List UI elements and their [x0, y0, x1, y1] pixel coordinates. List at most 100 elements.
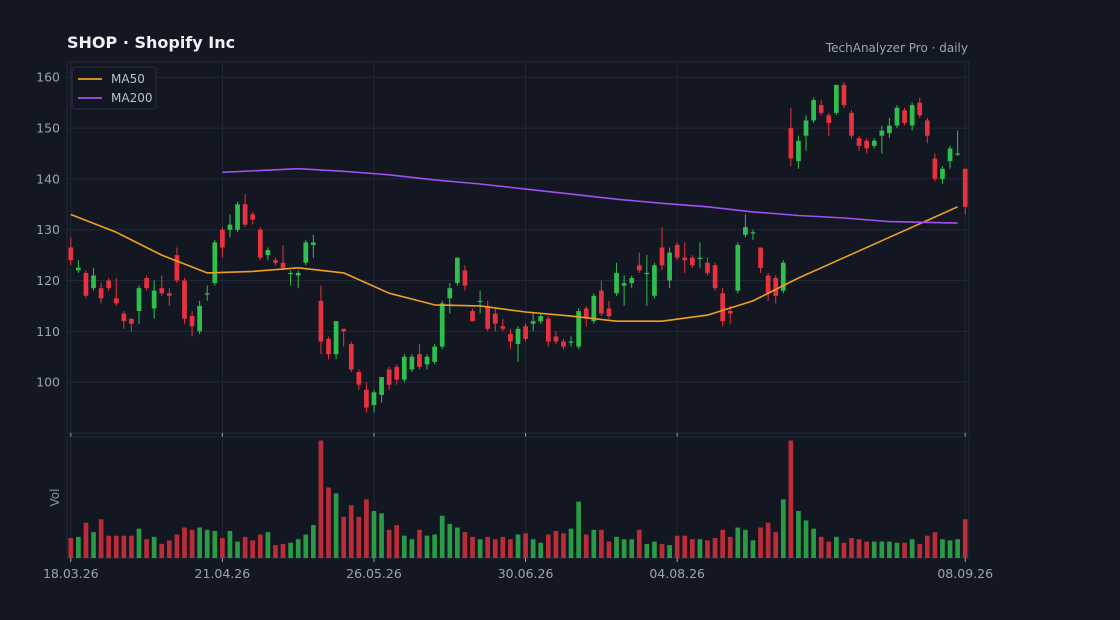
candle-body — [705, 262, 710, 273]
volume-bar — [295, 539, 301, 558]
volume-bar — [326, 487, 331, 558]
candle-body — [947, 148, 953, 162]
volume-bar — [477, 539, 483, 558]
candle-body — [273, 260, 278, 263]
volume-bar — [204, 529, 210, 558]
candle-body — [341, 328, 347, 332]
chart-source: TechAnalyzer Pro · daily — [825, 41, 968, 55]
candle-body — [553, 336, 559, 342]
volume-bar — [189, 529, 195, 558]
volume-bar — [545, 534, 551, 558]
volume-bar — [932, 532, 938, 558]
volume-bar — [811, 528, 816, 558]
price-tick-label: 110 — [36, 324, 60, 339]
candle-body — [477, 300, 483, 303]
candle-body — [303, 242, 309, 263]
volume-bar — [212, 530, 218, 558]
candle-body — [204, 293, 210, 295]
candle-body — [144, 277, 149, 289]
candle-body — [682, 257, 688, 261]
candle-body — [371, 392, 377, 406]
candle-body — [288, 272, 293, 275]
candle-body — [333, 321, 339, 355]
candle-body — [280, 262, 286, 268]
candle-body — [652, 265, 657, 296]
volume-bar — [401, 535, 407, 558]
candle-body — [318, 300, 324, 342]
volume-bar — [523, 533, 528, 558]
candle-body — [356, 372, 362, 385]
candle-body — [455, 257, 460, 284]
candle-body — [364, 389, 369, 408]
candle-body — [348, 344, 354, 370]
volume-bar — [250, 540, 256, 558]
candle-body — [508, 333, 513, 342]
candle-body — [568, 341, 574, 343]
volume-bar — [591, 529, 597, 558]
volume-bar — [652, 541, 657, 558]
candle-body — [182, 280, 187, 319]
volume-bar — [720, 529, 726, 558]
candle-body — [788, 128, 794, 159]
volume-bar — [712, 538, 718, 558]
volume-bar — [386, 529, 392, 558]
candle-body — [220, 229, 225, 248]
price-tick-label: 150 — [36, 121, 60, 136]
candle-body — [326, 338, 331, 355]
candle-body — [871, 140, 877, 146]
volume-bar — [530, 539, 536, 558]
ma200-line — [222, 167, 958, 224]
volume-bar — [697, 539, 703, 558]
date-tick-label: 08.09.26 — [937, 566, 993, 581]
candle-body — [720, 293, 726, 322]
volume-panel: 18.03.26 21.04.26 26.05.26 30.06.26 04.08.26… — [43, 436, 993, 581]
volume-bar — [159, 543, 165, 558]
candle-body — [515, 328, 521, 345]
candle-body — [159, 288, 165, 294]
price-tick-label: 130 — [36, 222, 60, 237]
candle-body — [667, 252, 672, 281]
volume-bar — [439, 515, 445, 558]
candle-body — [629, 277, 635, 284]
volume-bar — [432, 534, 437, 558]
candle-body — [189, 316, 195, 327]
volume-axis-label: Vol — [48, 489, 62, 507]
volume-bar — [227, 530, 233, 558]
candle-body — [227, 224, 233, 230]
candle-body — [235, 204, 240, 230]
candle-body — [106, 280, 112, 289]
volume-bar — [417, 529, 422, 558]
volume-bar — [947, 540, 953, 558]
volume-bar — [576, 501, 581, 558]
volume-bar — [561, 533, 566, 558]
candle-body — [834, 84, 839, 113]
volume-bar — [659, 543, 665, 558]
candle-body — [386, 369, 392, 385]
candle-body — [151, 290, 157, 309]
candle-body — [401, 356, 407, 380]
candle-body — [212, 242, 218, 284]
candle-body — [864, 140, 870, 149]
volume-bar — [629, 539, 635, 558]
volume-bar — [310, 525, 316, 558]
date-tick-label: 18.03.26 — [43, 566, 99, 581]
candle-body — [470, 311, 475, 322]
ma50-line — [70, 206, 958, 322]
volume-bar — [144, 539, 149, 558]
volume-bar — [394, 525, 400, 558]
volume-bar — [667, 545, 672, 558]
candle-body — [818, 105, 824, 113]
volume-bar — [644, 543, 650, 558]
candle-body — [257, 229, 263, 258]
candle-body — [76, 267, 81, 271]
volume-bar — [758, 527, 763, 558]
candle-body — [379, 377, 384, 395]
volume-bar — [553, 530, 559, 558]
candle-body — [447, 288, 453, 299]
volume-bar — [818, 536, 824, 558]
volume-bar — [356, 516, 362, 558]
candle-body — [712, 265, 718, 289]
volume-bar — [636, 529, 642, 558]
candle-body — [432, 346, 437, 362]
candle-body — [727, 311, 733, 314]
